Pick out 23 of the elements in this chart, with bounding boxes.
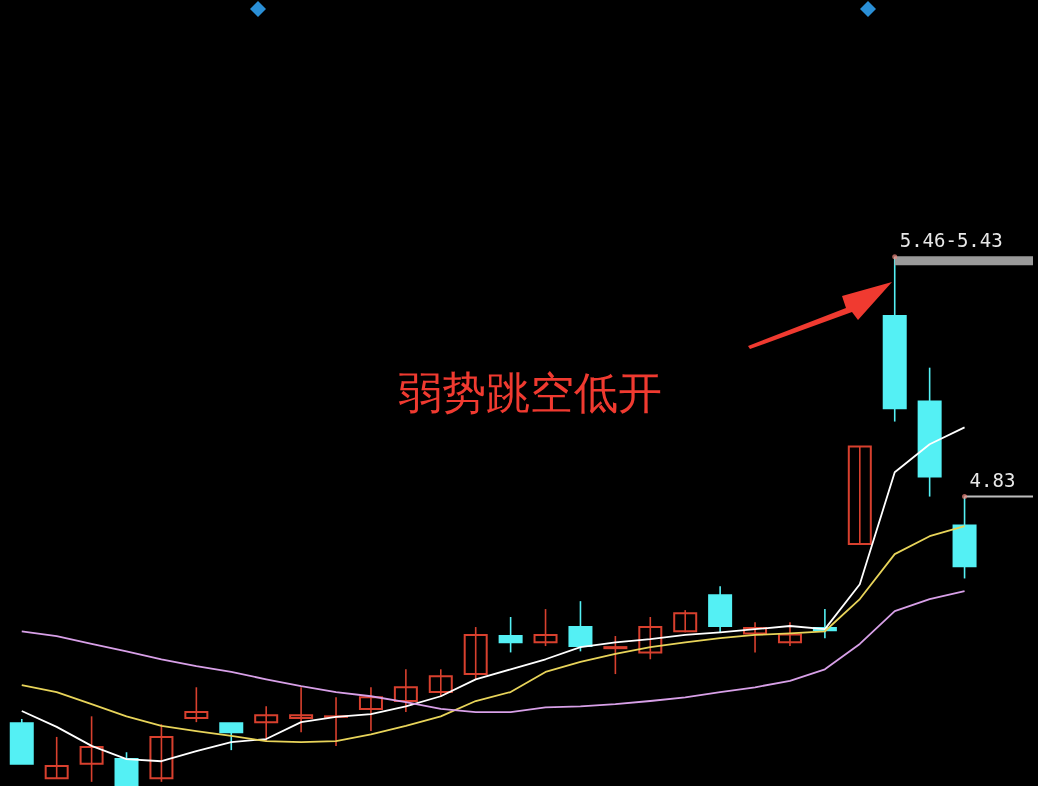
candlestick (324, 696, 349, 747)
candlestick (393, 668, 418, 713)
candlestick (498, 616, 523, 654)
candlestick (673, 609, 698, 634)
candlestick (463, 626, 488, 681)
candlestick (847, 445, 872, 546)
candlestick (603, 635, 628, 675)
candlestick (777, 621, 802, 647)
candlestick (184, 686, 209, 723)
candlestick (358, 686, 383, 732)
annotation: 4.83 (969, 468, 1016, 491)
text: 5.46-5.43 (899, 228, 1003, 251)
candlestick (533, 608, 558, 647)
candlestick (219, 722, 244, 751)
candlestick (568, 600, 593, 653)
candlestick (289, 686, 314, 733)
candlestick (44, 736, 69, 780)
candlestick (79, 715, 104, 783)
candlestick (149, 723, 174, 783)
candlestick (743, 621, 768, 654)
candlestick (428, 668, 453, 698)
annotation: 弱势跳空低开 (398, 367, 662, 418)
candlestick (638, 616, 663, 661)
